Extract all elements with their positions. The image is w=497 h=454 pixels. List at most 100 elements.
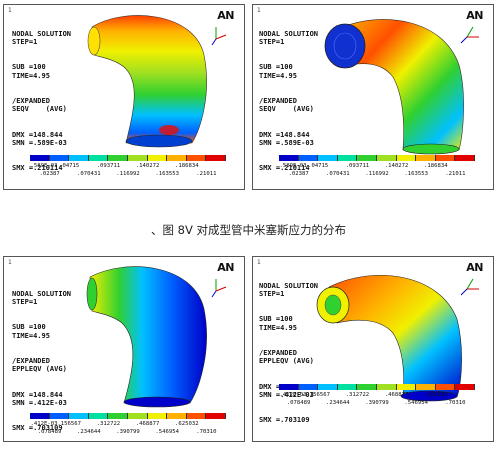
contour-panel-1: 1 NODAL SOLUTION STEP=1 SUB =100 TIME=4.95… — [3, 4, 245, 190]
legend-label-top: .093711 — [345, 163, 370, 169]
annotation: NODAL SOLUTION STEP=1 SUB =100 TIME=4.95 /… — [259, 29, 319, 173]
pipe-contour-2 — [324, 19, 464, 155]
legend-label-top: .156567 — [306, 392, 330, 398]
legend-label-top: .412E-03 — [30, 421, 58, 427]
legend-label-bottom: .02387 — [288, 171, 309, 177]
legend-label-top: .04715 — [308, 163, 329, 169]
legend-swatch — [108, 413, 128, 419]
annotation: NODAL SOLUTION STEP=1 SUB =100 TIME=4.95 /… — [259, 281, 319, 425]
legend-swatch — [357, 155, 377, 161]
annotation: NODAL SOLUTION STEP=1 SUB =100 TIME=4.95 /… — [12, 29, 72, 173]
legend-label-bottom: .70310 — [445, 400, 466, 406]
legend-swatch — [147, 155, 168, 161]
figure-caption: 、图 8V 对成型管中米塞斯应力的分布 — [151, 223, 346, 237]
legend-swatch — [455, 155, 475, 161]
legend-swatch — [167, 155, 187, 161]
legend-swatch — [298, 384, 319, 390]
legend-label-bottom: .116992 — [116, 171, 140, 177]
annotation: NODAL SOLUTION STEP=1 SUB =100 TIME=4.95 /… — [12, 289, 72, 433]
legend-label-bottom: .116992 — [365, 171, 389, 177]
legend-label-bottom: .234644 — [77, 429, 101, 435]
legend-swatch — [186, 155, 207, 161]
legend-swatch — [337, 384, 358, 390]
pipe-contour-4 — [316, 275, 462, 402]
legend-swatch — [396, 384, 417, 390]
legend-label-bottom: .070431 — [77, 171, 101, 177]
legend-label-top: .589E-03 — [30, 163, 58, 169]
contour-panel-4: 1 NODAL SOLUTION STEP=1 SUB =100 TIME=4.95… — [252, 256, 494, 442]
legend-label-top: .140272 — [135, 163, 160, 169]
legend-label-bottom: .078489 — [286, 400, 311, 406]
legend-swatch — [88, 413, 109, 419]
ansys-logo: AN — [466, 9, 483, 22]
legend-swatch — [318, 155, 338, 161]
panel-number: 1 — [257, 259, 261, 266]
legend-swatch — [298, 155, 319, 161]
legend-swatch — [435, 384, 456, 390]
legend-swatch — [206, 413, 226, 419]
axis-triad-icon — [211, 27, 227, 46]
legend-label-bottom: .078489 — [37, 429, 62, 435]
legend-label-top: .625032 — [175, 421, 199, 427]
contour-panel-2: 1 NODAL SOLUTION STEP=1 SUB =100 TIME=4.95… — [252, 4, 494, 190]
legend-swatch — [167, 413, 187, 419]
contour-legend: .412E-03.156567 .312722 .468877 .625032 .078… — [30, 413, 226, 441]
legend-swatch — [396, 155, 417, 161]
legend-swatch — [337, 155, 358, 161]
legend-label-top: .156567 — [57, 421, 81, 427]
legend-swatch — [206, 155, 226, 161]
legend-swatch — [88, 155, 109, 161]
legend-swatch — [435, 155, 456, 161]
legend-label-bottom: .390799 — [365, 400, 389, 406]
legend-label-top: .140272 — [384, 163, 409, 169]
legend-label-top: .589E-03 — [279, 163, 307, 169]
legend-label-bottom: .163553 — [155, 171, 179, 177]
legend-swatch — [416, 384, 436, 390]
legend-label-bottom: .163553 — [404, 171, 428, 177]
contour-panel-3: 1 NODAL SOLUTION STEP=1 SUB =100 TIME=4.95… — [3, 256, 245, 442]
pipe-contour-3 — [86, 266, 207, 408]
legend-swatch — [357, 384, 377, 390]
legend-label-top: .04715 — [59, 163, 80, 169]
legend-label-bottom: .390799 — [116, 429, 140, 435]
legend-swatch — [30, 155, 50, 161]
legend-swatch — [279, 155, 299, 161]
pipe-contour-1 — [87, 15, 207, 148]
legend-swatch — [127, 413, 148, 419]
legend-label-top: .312722 — [96, 421, 121, 427]
legend-label-top: .625032 — [424, 392, 448, 398]
panel-number: 1 — [8, 7, 12, 14]
legend-label-top: .468877 — [384, 392, 409, 398]
legend-label-bottom: .070431 — [326, 171, 350, 177]
legend-swatch — [318, 384, 338, 390]
legend-label-top: .186834 — [424, 163, 448, 169]
legend-swatch — [49, 413, 70, 419]
legend-swatch — [455, 384, 475, 390]
legend-label-bottom: .70310 — [196, 429, 217, 435]
contour-legend: .589E-03.04715 .093711 .140272 .186834 .0238… — [279, 155, 475, 183]
legend-label-top: .412E-03 — [279, 392, 307, 398]
contour-legend: .412E-03.156567 .312722 .468877 .625032 .078… — [279, 384, 475, 412]
legend-swatch — [416, 155, 436, 161]
legend-label-bottom: .546954 — [155, 429, 179, 435]
legend-label-top: .468877 — [135, 421, 160, 427]
legend-swatch — [69, 155, 89, 161]
panel-number: 1 — [257, 7, 261, 14]
legend-swatch — [127, 155, 148, 161]
legend-swatch — [69, 413, 89, 419]
ansys-logo: AN — [466, 261, 483, 274]
legend-label-top: .186834 — [175, 163, 199, 169]
axis-triad-icon — [460, 278, 479, 296]
legend-swatch — [186, 413, 207, 419]
ansys-logo: AN — [217, 261, 234, 274]
contour-legend: .589E-03.04715 .093711 .140272 .186834 .0238… — [30, 155, 226, 183]
legend-swatch — [147, 413, 168, 419]
legend-label-top: .093711 — [96, 163, 121, 169]
legend-swatch — [108, 155, 128, 161]
axis-triad-icon — [211, 279, 227, 298]
legend-label-bottom: .546954 — [404, 400, 428, 406]
legend-label-bottom: .21011 — [196, 171, 217, 177]
panel-number: 1 — [8, 259, 12, 266]
legend-label-bottom: .02387 — [39, 171, 60, 177]
legend-label-bottom: .21011 — [445, 171, 466, 177]
